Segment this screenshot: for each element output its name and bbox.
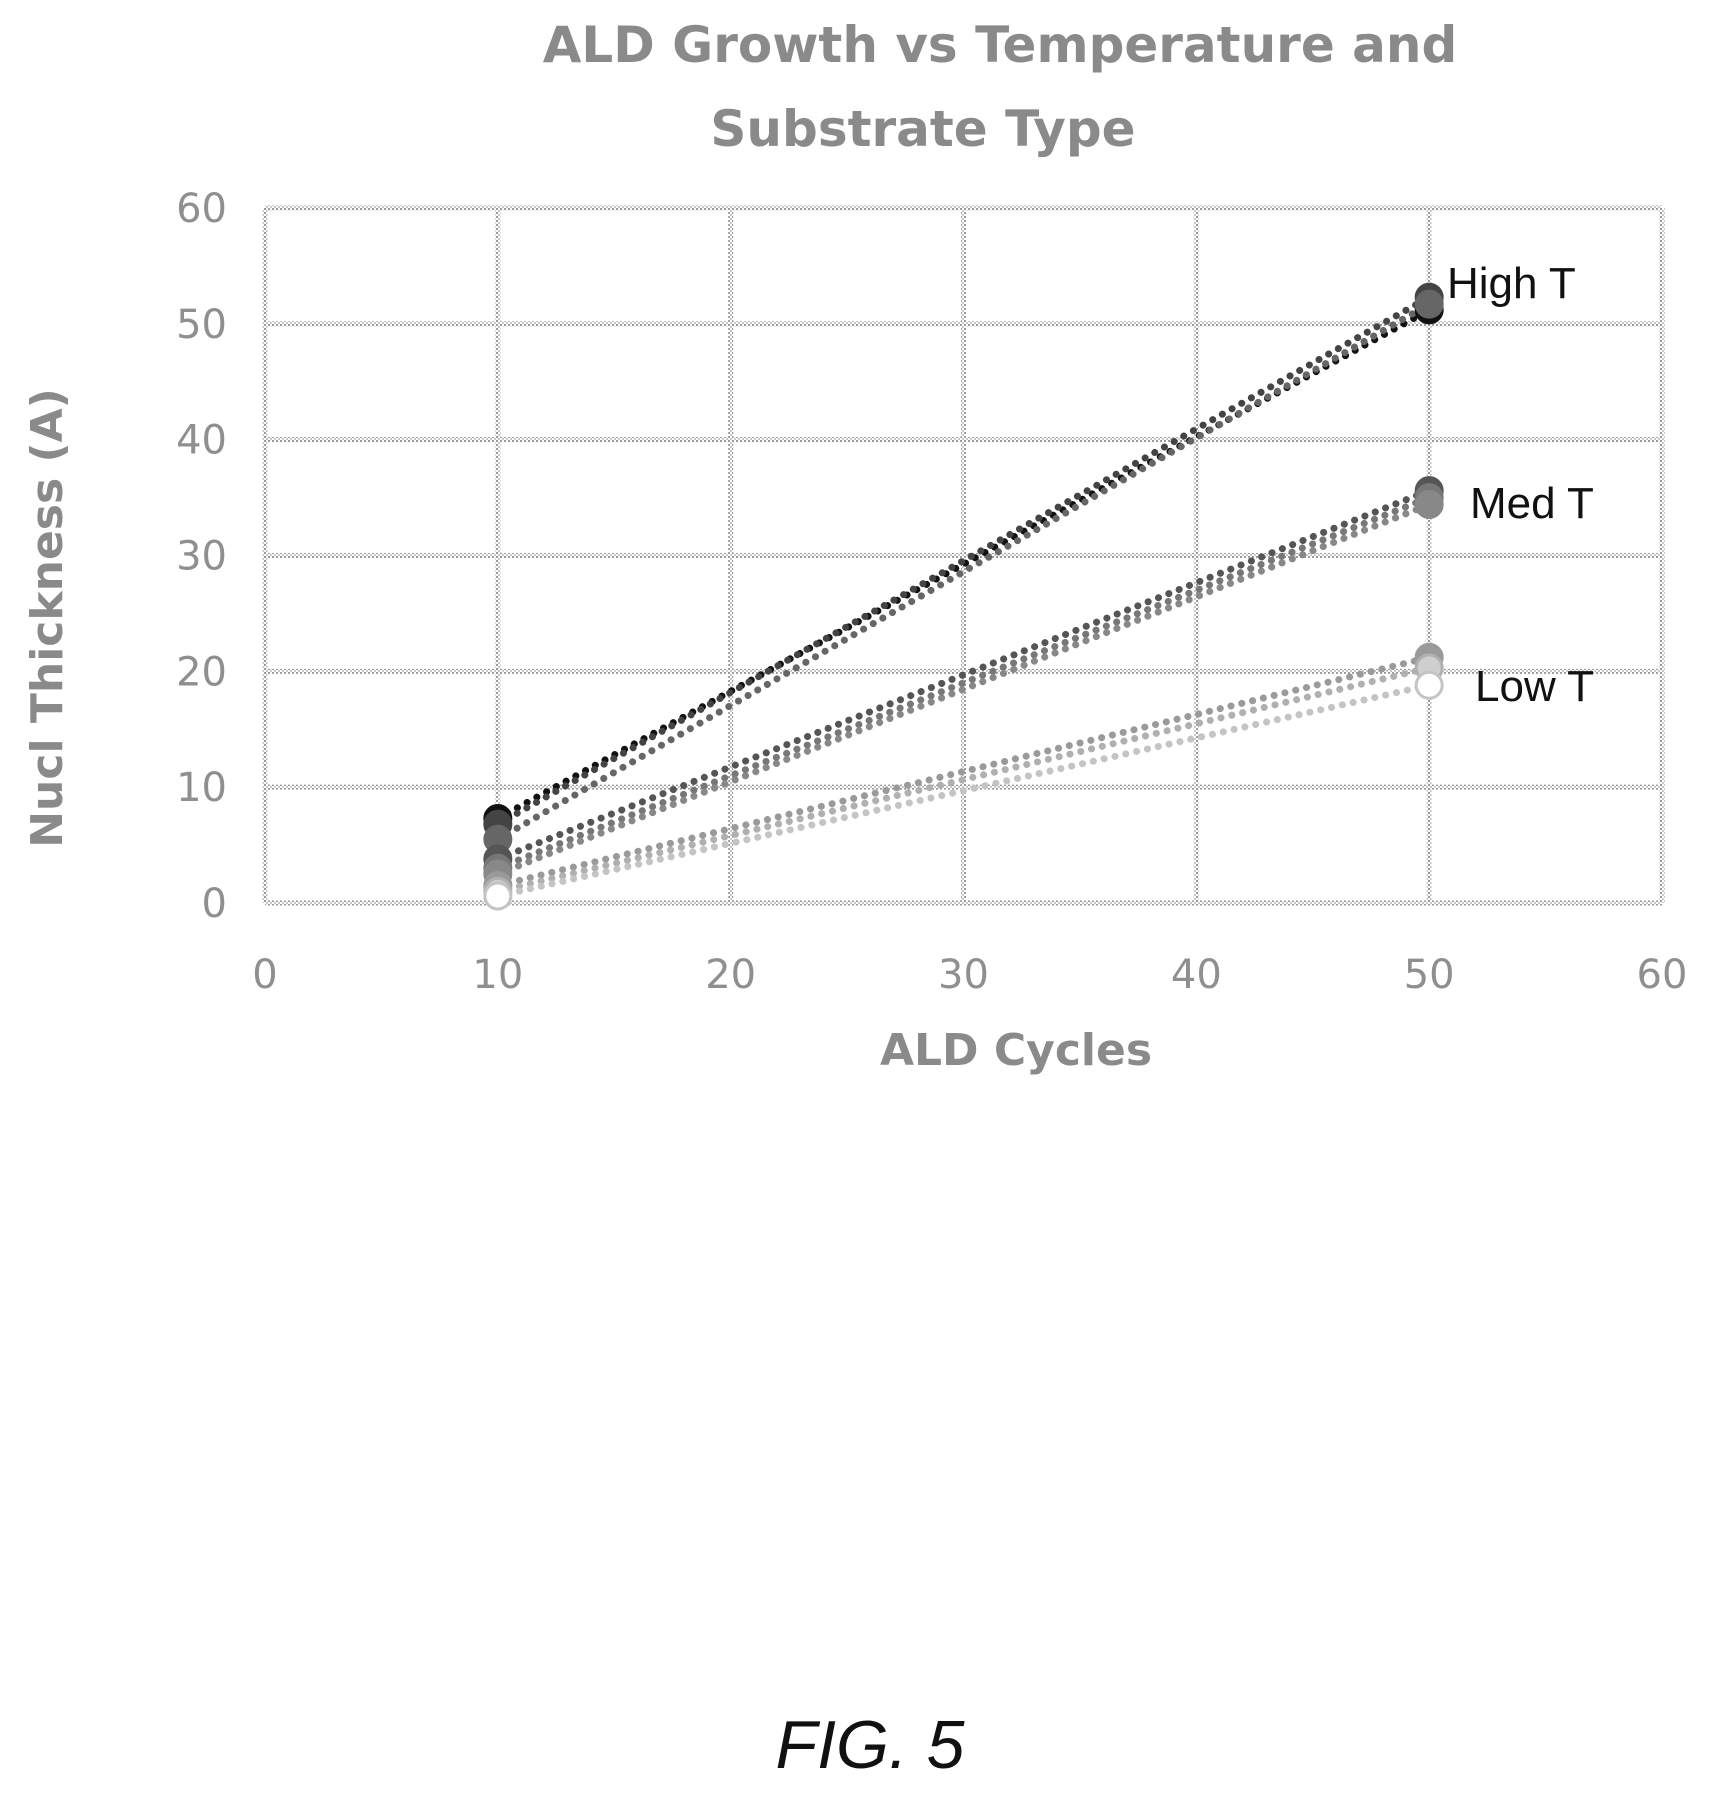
series-label-med-t: Med T xyxy=(1470,479,1594,528)
y-axis-title: Nucl Thickness (A) xyxy=(22,388,73,848)
y-tick-label-1: 10 xyxy=(176,765,227,811)
x-tick-label-4: 40 xyxy=(1171,952,1222,998)
series-line-2 xyxy=(494,300,1433,843)
y-tick-label-0: 0 xyxy=(202,881,227,927)
y-tick-label-3: 30 xyxy=(176,534,227,580)
grid xyxy=(262,205,1665,906)
data-point-8-0 xyxy=(483,881,513,911)
series-line-7 xyxy=(494,664,1433,895)
x-axis-title: ALD Cycles xyxy=(880,1025,1152,1076)
y-tick-label-5: 50 xyxy=(176,302,227,348)
series-markers xyxy=(483,282,1444,911)
x-tick-label-6: 60 xyxy=(1637,952,1688,998)
data-point-2-1 xyxy=(1414,289,1444,319)
series-line-4 xyxy=(494,494,1433,872)
x-tick-label-0: 0 xyxy=(252,952,277,998)
figure-label: FIG. 5 xyxy=(776,1707,965,1783)
series-line-6 xyxy=(494,653,1433,890)
series-line-8 xyxy=(494,681,1433,900)
chart-title-line-1: ALD Growth vs Temperature and xyxy=(543,16,1458,74)
series-lines xyxy=(494,293,1433,900)
x-tick-label-1: 10 xyxy=(472,952,523,998)
series-label-low-t: Low T xyxy=(1475,662,1594,711)
series-line-1 xyxy=(494,293,1433,828)
x-tick-label-5: 50 xyxy=(1404,952,1455,998)
series-line-3 xyxy=(494,487,1433,863)
x-tick-label-2: 20 xyxy=(705,952,756,998)
tick-labels: 0 10 20 30 40 50 60 0 10 20 30 40 50 60 xyxy=(176,186,1687,998)
series-line-5 xyxy=(494,501,1433,878)
series-label-high-t: High T xyxy=(1447,259,1576,308)
data-point-5-1 xyxy=(1414,490,1444,520)
data-point-8-1 xyxy=(1414,670,1444,700)
y-tick-label-2: 20 xyxy=(176,649,227,695)
y-tick-label-4: 40 xyxy=(176,418,227,464)
x-tick-label-3: 30 xyxy=(938,952,989,998)
y-tick-label-6: 60 xyxy=(176,186,227,232)
chart-title-line-2: Substrate Type xyxy=(710,100,1135,158)
